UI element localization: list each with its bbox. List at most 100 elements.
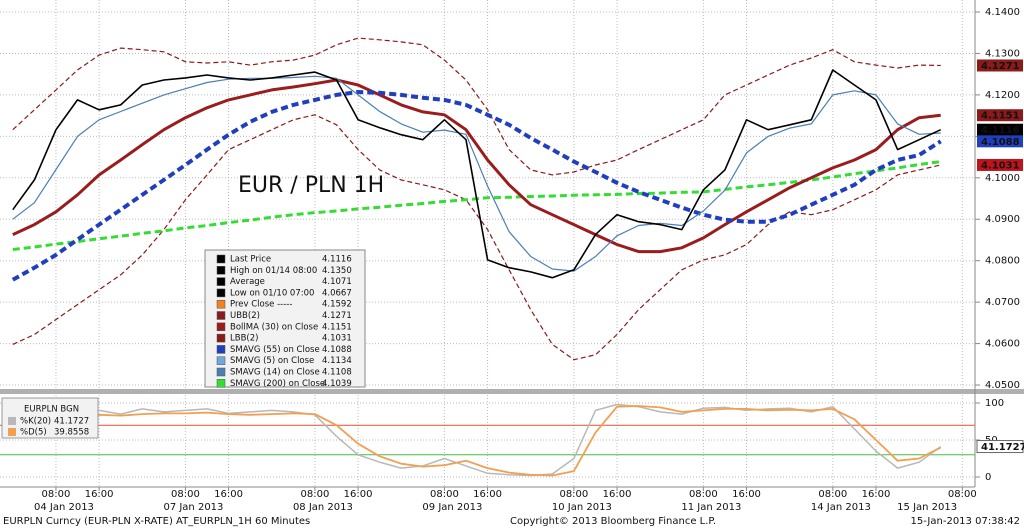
x-tick-label: 16:00: [862, 489, 891, 500]
legend-value: 4.1151: [322, 322, 352, 332]
price-tag: [977, 158, 1023, 171]
y-tick-label: 0: [985, 472, 991, 483]
legend-value: 4.1039: [322, 379, 352, 389]
legend-label: Low on 01/10 07:00: [230, 288, 314, 298]
legend-value: 4.1134: [322, 356, 352, 366]
price-tag-label: 4.1088: [981, 137, 1020, 148]
legend-label: SMAVG (55) on Close: [230, 345, 320, 355]
legend-icon: [8, 428, 16, 436]
footer-right: 15-Jan-2013 07:38:42: [911, 516, 1020, 527]
legend-label: UBB(2): [230, 311, 260, 321]
legend-value: 4.1108: [322, 368, 352, 378]
price-tag: [977, 135, 1023, 148]
price-tag-label: 4.1031: [981, 160, 1020, 171]
legend-icon: [216, 266, 226, 275]
legend-value: 4.1271: [322, 311, 352, 321]
legend-value: 4.1116: [322, 255, 352, 265]
legend-value: 4.1350: [322, 266, 352, 276]
series-line: [12, 75, 941, 272]
price-tag-label: 4.1271: [981, 61, 1020, 72]
legend-value: 4.1592: [322, 300, 352, 310]
legend-label: LBB(2): [230, 334, 258, 344]
x-tick-label: 08:00: [559, 489, 588, 500]
y-tick-label: 4.1400: [985, 7, 1020, 18]
legend-label: Prev Close -----: [230, 300, 292, 310]
x-date-label: 04 Jan 2013: [34, 502, 94, 513]
y-tick-label: 4.0900: [985, 214, 1020, 225]
x-date-label: 08 Jan 2013: [293, 502, 353, 513]
legend-label: SMAVG (5) on Close: [230, 356, 314, 366]
series-line: [12, 405, 942, 477]
legend-icon: [216, 288, 226, 298]
y-tick-label: 4.1200: [985, 90, 1020, 101]
annotation: EUR / PLN 1H: [238, 173, 384, 198]
legend-icon: [216, 254, 226, 264]
legend-label: SMAVG (14) on Close: [230, 368, 320, 378]
legend-box: [1, 397, 99, 439]
x-date-label: 09 Jan 2013: [422, 502, 482, 513]
legend-label: Last Price: [230, 255, 271, 265]
x-tick-label: 08:00: [430, 489, 459, 500]
x-tick-label: 16:00: [85, 489, 114, 500]
x-tick-label: 08:00: [42, 489, 71, 500]
price-tag: [977, 59, 1023, 72]
legend-label: High on 01/14 08:00: [230, 266, 317, 276]
x-tick-label: 16:00: [214, 489, 243, 500]
legend-icon: [216, 322, 226, 332]
legend-value: 4.0667: [322, 288, 352, 298]
legend-icon: [216, 333, 226, 343]
x-date-label: 07 Jan 2013: [163, 502, 223, 513]
x-tick-label: 16:00: [603, 489, 632, 500]
price-tag: [976, 440, 1024, 454]
legend-icon: [216, 356, 226, 365]
legend-title: EURPLN BGN: [24, 405, 79, 415]
price-tag: [977, 109, 1023, 122]
series-line: [12, 37, 941, 176]
y-tick-label: 4.1300: [985, 48, 1020, 59]
x-tick-label: 08:00: [689, 489, 718, 500]
legend-value: 39.8558: [54, 428, 89, 438]
x-tick-label: 08:00: [818, 489, 847, 500]
legend-icon: [216, 277, 226, 286]
series-line: [11, 90, 942, 282]
footer-left: EURPLN Curncy (EUR-PLN X-RATE) AT_EURPLN…: [3, 516, 310, 527]
x-tick-label: 08:00: [948, 489, 977, 500]
legend-label: %K(20): [20, 417, 51, 427]
x-date-label: 14 Jan 2013: [811, 502, 871, 513]
x-tick-label: 16:00: [732, 489, 761, 500]
y-tick-label: 100: [985, 398, 1004, 409]
x-date-label: 10 Jan 2013: [552, 502, 612, 513]
x-date-label: 11 Jan 2013: [681, 502, 741, 513]
x-date-label: 15 Jan 2013: [897, 502, 957, 513]
legend-label: %D(5): [20, 428, 47, 438]
series-line: [12, 78, 941, 254]
legend-value: 4.1031: [322, 334, 352, 344]
legend-label: Average: [230, 277, 265, 287]
y-tick-label: 4.0600: [985, 339, 1020, 350]
price-tag-label: 41.1727: [981, 442, 1024, 453]
series-line: [12, 69, 942, 279]
legend-value: 41.1727: [54, 417, 89, 427]
x-tick-label: 08:00: [301, 489, 330, 500]
legend-icon: [216, 345, 226, 354]
legend-value: 4.1071: [322, 277, 352, 287]
y-tick-label: 4.0800: [985, 256, 1020, 267]
legend-box: [204, 249, 366, 388]
x-tick-label: 08:00: [171, 489, 200, 500]
y-tick-label: 4.1000: [985, 173, 1020, 184]
price-tag-label: 4.1151: [981, 111, 1020, 122]
y-tick-label: 4.0500: [985, 380, 1020, 391]
price-tag: [977, 123, 1023, 136]
legend-label: SMAVG (200) on Close: [230, 379, 325, 389]
x-tick-label: 16:00: [473, 489, 502, 500]
price-tag-label: 4.1116: [981, 125, 1020, 136]
legend-icon: [216, 379, 226, 388]
x-tick-label: 16:00: [344, 489, 373, 500]
legend-label: BollMA (30) on Close: [230, 322, 318, 332]
legend-icon: [216, 311, 226, 320]
legend-icon: [216, 367, 226, 377]
legend-icon: [8, 417, 16, 425]
